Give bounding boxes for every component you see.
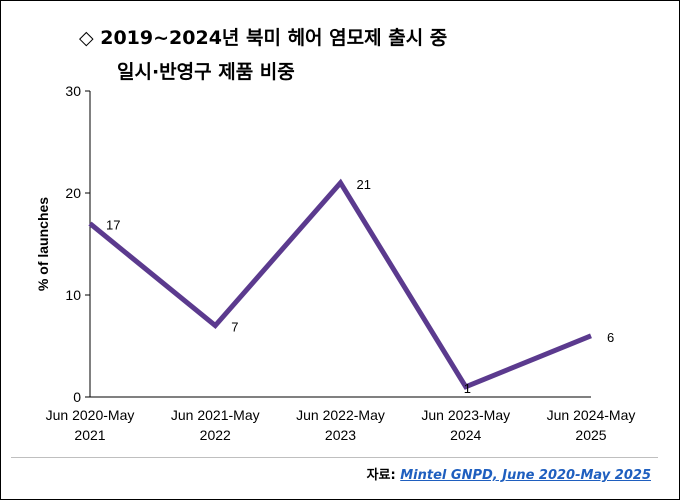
x-tick-label-0-line-2: 2021 [74,427,105,443]
x-tick-label-2-line-2: 2023 [325,427,356,443]
source-note: 자료: Mintel GNPD, June 2020-May 2025 [367,464,651,483]
y-tick-label-30: 30 [65,83,81,99]
x-tick-label-0: Jun 2020-May 2021 [46,407,135,443]
chart-title-line-2: 일시·반영구 제품 비중 [117,61,295,83]
x-tick-label-3: Jun 2023-May 2024 [421,407,510,443]
x-tick-label-4-line-1: Jun 2024-May [547,407,636,423]
source-label: 자료: [366,468,401,483]
series-line [88,178,592,390]
source-link[interactable]: Mintel GNPD, June 2020-May 2025 [400,468,651,483]
data-label-4: 6 [607,330,614,345]
source-divider [11,457,658,458]
x-tick-label-4-line-2: 2025 [575,427,606,443]
x-tick-label-3-line-1: Jun 2023-May [421,407,510,423]
x-tick-label-0-line-1: Jun 2020-May [46,407,135,423]
x-tick-label-1-line-2: 2022 [200,427,231,443]
chart-title: ◇ 2019~2024년 북미 헤어 염모제 출시 중 일시·반영구 제품 비중 [79,21,447,89]
data-label-3: 1 [464,381,471,396]
chart-title-line-1: ◇ 2019~2024년 북미 헤어 염모제 출시 중 [79,27,448,49]
y-tick-label-20: 20 [65,185,81,201]
x-tick-label-2: Jun 2022-May 2023 [296,407,385,443]
data-label-0: 17 [106,218,120,233]
y-tick-label-10: 10 [65,287,81,303]
x-tick-label-4: Jun 2024-May 2025 [547,407,636,443]
x-tick-label-1: Jun 2021-May 2022 [171,407,260,443]
data-label-2: 21 [357,177,371,192]
y-axis-title: % of launches [35,197,51,291]
data-label-1: 7 [231,320,238,335]
x-tick-label-2-line-1: Jun 2022-May [296,407,385,423]
x-tick-label-1-line-1: Jun 2021-May [171,407,260,423]
y-tick-label-0: 0 [73,389,81,405]
x-tick-label-3-line-2: 2024 [450,427,481,443]
